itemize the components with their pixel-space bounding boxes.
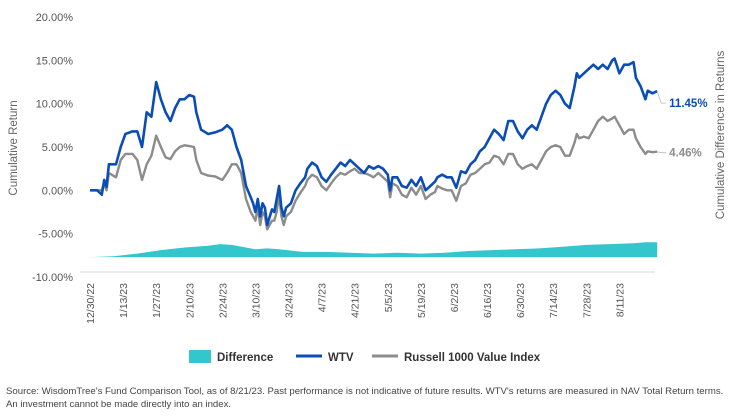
legend-label-difference: Difference	[217, 352, 273, 364]
wtv-line	[90, 57, 658, 227]
x-tick-label: 12/30/22	[85, 283, 97, 324]
series-end-labels: 11.45% 4.46%	[656, 90, 708, 160]
x-tick-label: 7/14/23	[548, 283, 560, 318]
x-tick-label: 2/10/23	[184, 283, 196, 318]
x-axis-ticks: 12/30/22 1/13/23 1/27/23 2/10/23 2/24/23 3/10…	[85, 283, 626, 324]
legend-swatch-difference	[189, 350, 211, 363]
x-tick-label: 5/5/23	[383, 283, 395, 312]
x-tick-label: 4/21/23	[350, 283, 362, 318]
x-tick-label: 6/30/23	[515, 283, 527, 318]
y-tick-label: 0.00%	[42, 185, 73, 197]
x-tick-label: 6/2/23	[449, 283, 461, 312]
legend: Difference WTV Russell 1000 Value Index	[189, 350, 541, 364]
y-tick-label: 5.00%	[42, 142, 73, 154]
end-label-connector	[656, 90, 667, 104]
y-tick-label: -10.00%	[32, 272, 73, 284]
x-tick-label: 4/7/23	[317, 283, 329, 312]
x-tick-label: 3/10/23	[250, 283, 262, 318]
source-note: Source: WisdomTree's Fund Comparison Too…	[6, 386, 724, 410]
legend-label-russell: Russell 1000 Value Index	[404, 352, 541, 364]
x-tick-label: 5/19/23	[416, 283, 428, 318]
y-axis-title: Cumulative Return	[8, 100, 20, 195]
x-tick-label: 3/24/23	[284, 283, 296, 318]
y-tick-label: 10.00%	[36, 99, 74, 111]
x-tick-label: 1/13/23	[118, 283, 130, 318]
y-axis-ticks: 20.00% 15.00% 10.00% 5.00% 0.00% -5.00% -10.00…	[32, 12, 73, 284]
x-tick-label: 2/24/23	[217, 283, 229, 318]
russell-1000-value-line	[90, 115, 658, 231]
series-line-layer	[90, 57, 658, 231]
y-tick-label: -5.00%	[38, 229, 73, 241]
x-tick-label: 7/28/23	[581, 283, 593, 318]
difference-area	[90, 242, 658, 258]
wtv-end-label: 11.45%	[669, 98, 707, 110]
x-tick-label: 6/16/23	[482, 283, 494, 318]
russell-end-label: 4.46%	[669, 148, 702, 160]
y-tick-label: 20.00%	[36, 12, 74, 24]
difference-area-layer	[90, 242, 658, 258]
legend-label-wtv: WTV	[328, 352, 354, 364]
end-label-connector	[657, 151, 667, 154]
y2-axis-title: Cumulative Difference in Returns	[715, 50, 727, 219]
x-tick-label: 8/11/23	[614, 283, 626, 317]
y-tick-label: 15.00%	[36, 55, 74, 67]
x-tick-label: 1/27/23	[151, 283, 163, 318]
